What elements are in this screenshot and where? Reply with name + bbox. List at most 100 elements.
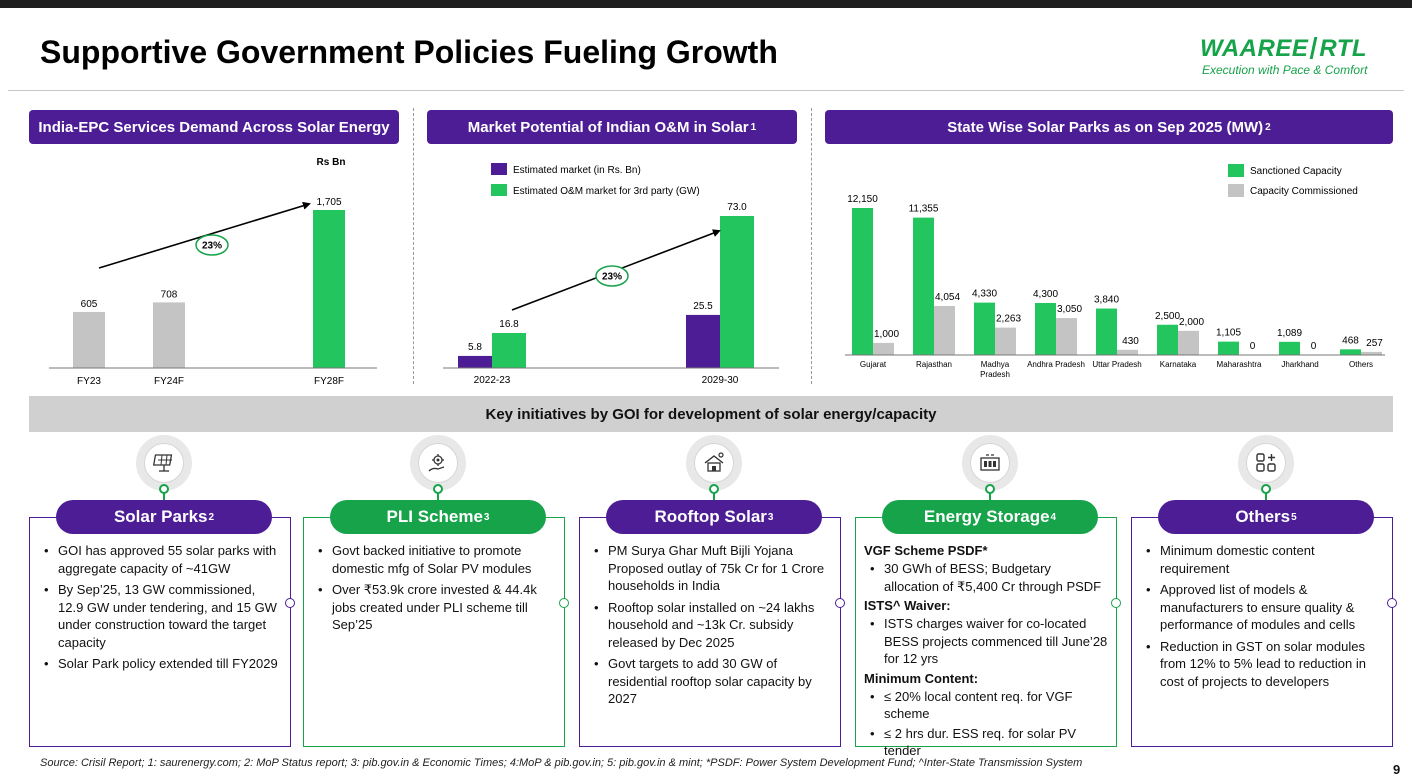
- epc-category-label: FY23: [77, 376, 101, 387]
- parks-bar: [1279, 341, 1300, 355]
- om-category-label: 2022-23: [474, 375, 511, 386]
- parks-category-label: Uttar Pradesh: [1092, 360, 1141, 369]
- initiative-title-sup: 3: [767, 511, 774, 523]
- parks-value-label: 4,330: [972, 289, 997, 300]
- initiative-bullet: PM Surya Ghar Muft Bijli Yojana Proposed…: [588, 542, 832, 595]
- parks-chart: Sanctioned Capacity Capacity Commissioned…: [845, 164, 1385, 379]
- initiative-title-sup: 5: [1291, 511, 1297, 523]
- initiative-subheading: VGF Scheme PSDF*: [864, 543, 988, 558]
- epc-bar-FY23: [73, 311, 105, 368]
- parks-category-label: Jharkhand: [1281, 360, 1318, 369]
- initiative-title-pill: Energy Storage 4: [882, 500, 1098, 534]
- om-chart: Estimated market (in Rs. Bn) Estimated O&…: [443, 163, 779, 386]
- grid-plus-icon: [1246, 443, 1286, 483]
- initiative-title-pill: Rooftop Solar 3: [606, 500, 822, 534]
- initiative-bullet: ISTS charges waiver for co-located BESS …: [864, 615, 1108, 668]
- epc-cagr-badge: [195, 234, 229, 256]
- epc-value-label: 1,705: [316, 197, 341, 208]
- initiatives-banner: Key initiatives by GOI for development o…: [29, 396, 1393, 432]
- parks-bar: [1117, 349, 1138, 355]
- epc-category-label: FY28F: [314, 376, 344, 387]
- initiative-title-sup: 4: [1050, 511, 1057, 523]
- om-legend-swatch: [491, 184, 507, 196]
- battery-storage-icon: [970, 443, 1010, 483]
- parks-value-label: 0: [1250, 341, 1256, 352]
- parks-chart-header: State Wise Solar Parks as on Sep 2025 (M…: [825, 110, 1393, 144]
- initiative-card-body: Govt backed initiative to promote domest…: [312, 542, 556, 638]
- parks-value-label: 1,105: [1216, 328, 1241, 339]
- initiative-bullet: Solar Park policy extended till FY2029: [38, 655, 282, 673]
- initiative-list: 30 GWh of BESS; Budgetary allocation of …: [864, 560, 1108, 595]
- initiative-card-body: VGF Scheme PSDF* 30 GWh of BESS; Budgetar…: [864, 542, 1108, 762]
- initiative-bullet: 30 GWh of BESS; Budgetary allocation of …: [864, 560, 1108, 595]
- parks-value-label: 257: [1366, 338, 1383, 349]
- initiative-list: PM Surya Ghar Muft Bijli Yojana Proposed…: [588, 542, 832, 708]
- parks-bar: [1340, 349, 1361, 355]
- om-value-label: 25.5: [693, 301, 713, 312]
- chart-divider-1: [413, 108, 414, 384]
- initiative-list: GOI has approved 55 solar parks with agg…: [38, 542, 282, 673]
- parks-bar: [1157, 324, 1178, 355]
- parks-bar: [974, 302, 995, 355]
- header-divider: [8, 90, 1404, 91]
- initiative-icon-stem: [1265, 493, 1267, 500]
- parks-value-label: 430: [1122, 336, 1139, 347]
- om-legend-label: Estimated O&M market for 3rd party (GW): [513, 186, 700, 197]
- initiative-icon-badge: [410, 435, 466, 491]
- parks-bar: [995, 327, 1016, 355]
- initiative-side-node: [285, 598, 295, 608]
- epc-chart: Rs Bn 605 FY23 708 FY24F 1,705 FY28F 23%: [49, 157, 377, 387]
- epc-chart-header: India-EPC Services Demand Across Solar E…: [29, 110, 399, 144]
- om-bar: [686, 314, 720, 368]
- initiative-bullet: Rooftop solar installed on ~24 lakhs hou…: [588, 599, 832, 652]
- parks-value-label: 2,000: [1179, 317, 1204, 328]
- epc-bar-FY28F: [313, 210, 345, 368]
- epc-cagr-label: 23%: [202, 241, 222, 252]
- initiative-side-node: [1111, 598, 1121, 608]
- initiative-bullet: ≤ 2 hrs dur. ESS req. for solar PV tende…: [864, 725, 1108, 760]
- om-value-label: 73.0: [727, 202, 747, 213]
- initiative-side-node: [835, 598, 845, 608]
- initiative-card-body: Minimum domestic content requirement Appr…: [1140, 542, 1384, 694]
- parks-legend-label: Sanctioned Capacity: [1250, 166, 1342, 177]
- parks-bar: [1035, 302, 1056, 355]
- epc-category-label: FY24F: [154, 376, 184, 387]
- solar-panel-icon: [144, 443, 184, 483]
- parks-value-label: 12,150: [847, 194, 878, 205]
- initiative-bullet: Over ₹53.9k crore invested & 44.4k jobs …: [312, 581, 556, 634]
- om-legend-label: Estimated market (in Rs. Bn): [513, 165, 641, 176]
- initiative-bullet: ≤ 20% local content req. for VGF scheme: [864, 688, 1108, 723]
- logo-sub: RTL: [1319, 35, 1368, 62]
- initiative-title: Others: [1235, 507, 1291, 526]
- initiative-card: VGF Scheme PSDF* 30 GWh of BESS; Budgetar…: [855, 517, 1117, 758]
- initiative-card-body: GOI has approved 55 solar parks with agg…: [38, 542, 282, 677]
- parks-value-label: 11,355: [909, 204, 939, 215]
- logo-divider: [1310, 37, 1318, 59]
- parks-bar: [1096, 308, 1117, 355]
- initiative-icon-badge: [136, 435, 192, 491]
- logo-tagline: Execution with Pace & Comfort: [1202, 63, 1368, 77]
- parks-category-label: Maharashtra: [1217, 360, 1262, 369]
- chart-divider-2: [811, 108, 812, 384]
- initiative-list: ISTS charges waiver for co-located BESS …: [864, 615, 1108, 668]
- parks-bar: [934, 305, 955, 355]
- parks-chart-title: State Wise Solar Parks as on Sep 2025 (M…: [947, 118, 1264, 136]
- logo: WAAREE RTL: [1200, 35, 1367, 63]
- parks-chart-title-sup: 2: [1265, 121, 1271, 133]
- initiative-bullet: By Sep’25, 13 GW commissioned, 12.9 GW u…: [38, 581, 282, 651]
- initiative-title-pill: Others 5: [1158, 500, 1374, 534]
- parks-value-label: 3,050: [1057, 304, 1082, 315]
- om-bar: [458, 355, 492, 368]
- initiative-card: Minimum domestic content requirement Appr…: [1131, 517, 1393, 747]
- initiative-card: GOI has approved 55 solar parks with agg…: [29, 517, 291, 747]
- parks-category-label: Madhya: [981, 360, 1010, 369]
- parks-bar: [852, 208, 873, 355]
- parks-value-label: 0: [1311, 341, 1317, 352]
- initiative-bullet: Minimum domestic content requirement: [1140, 542, 1384, 577]
- initiative-title-sup: 3: [483, 511, 490, 523]
- parks-category-label: Karnataka: [1160, 360, 1197, 369]
- initiative-title: Solar Parks: [113, 507, 208, 526]
- om-chart-header: Market Potential of Indian O&M in Solar 1: [427, 110, 797, 144]
- top-bar: [0, 0, 1412, 8]
- initiative-bullet: Approved list of models & manufacturers …: [1140, 581, 1384, 634]
